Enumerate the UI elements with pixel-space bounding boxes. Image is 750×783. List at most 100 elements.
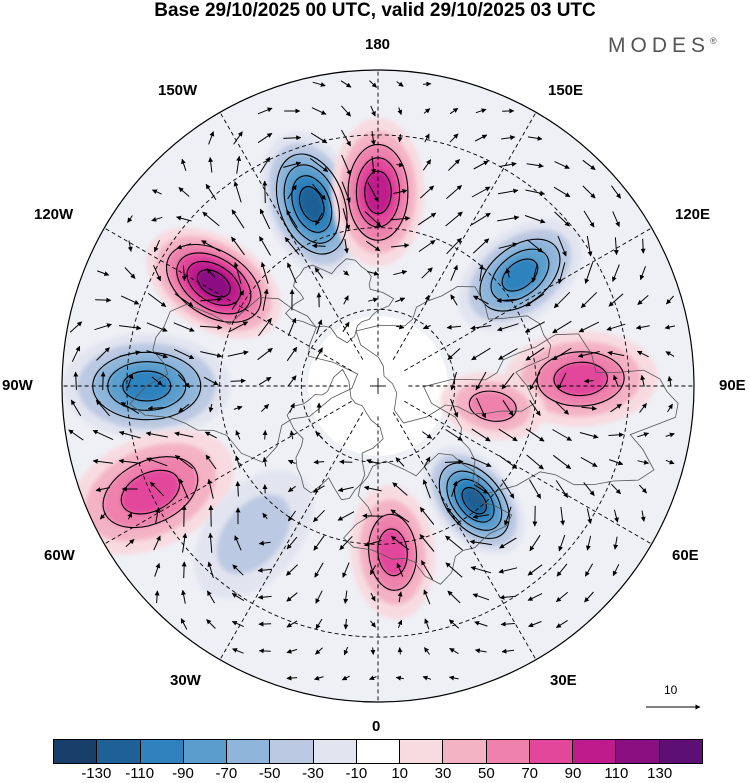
- wind-arrow: [422, 479, 431, 499]
- colorbar-swatch: [96, 740, 140, 763]
- wind-arrow: [390, 535, 410, 551]
- colorbar-swatch: [572, 740, 616, 763]
- wind-arrow: [390, 216, 411, 222]
- wind-arrow: [231, 592, 245, 602]
- wind-arrow: [584, 262, 594, 284]
- colorbar-swatch: [139, 740, 183, 763]
- anomaly-level: [197, 269, 231, 297]
- wind-arrow: [180, 618, 188, 630]
- wind-arrow: [448, 619, 460, 629]
- wind-arrow: [498, 348, 518, 360]
- wind-arrow: [637, 459, 649, 465]
- wind-arrow: [205, 183, 217, 200]
- wind-arrow: [524, 321, 545, 333]
- lon-label-0: 0: [372, 718, 381, 735]
- wind-arrow: [313, 459, 325, 465]
- wind-arrow: [368, 297, 379, 303]
- wind-arrow: [446, 185, 462, 199]
- wind-arrow: [501, 135, 516, 141]
- chart-title: Base 29/10/2025 00 UTC, valid 29/10/2025…: [154, 0, 596, 21]
- wind-arrow: [612, 564, 620, 577]
- wind-arrow: [422, 324, 431, 330]
- colorbar-swatch: [269, 740, 313, 763]
- wind-arrow: [447, 348, 461, 360]
- wind-arrow: [287, 485, 296, 493]
- wind-arrow: [528, 621, 542, 628]
- lon-label-90w: 90W: [2, 377, 33, 394]
- wind-arrow: [147, 405, 166, 411]
- wind-arrow: [419, 507, 435, 525]
- wind-arrow: [557, 262, 566, 285]
- wind-arrow: [365, 240, 381, 252]
- wind-arrow: [447, 590, 461, 604]
- wind-arrow: [640, 238, 646, 254]
- wind-arrow: [311, 107, 327, 115]
- contour-high-90E: [536, 351, 625, 407]
- colorbar-tick-label: -130: [81, 765, 112, 782]
- wind-arrow: [526, 163, 544, 169]
- wind-arrow: [610, 403, 622, 413]
- lon-label-30e: 30E: [550, 672, 577, 689]
- wind-arrow: [181, 158, 187, 171]
- wind-arrow: [258, 317, 272, 337]
- wind-arrow: [236, 155, 242, 174]
- wind-arrow: [287, 375, 297, 387]
- wind-arrow: [639, 403, 647, 413]
- wind-arrow: [343, 270, 349, 276]
- wind-arrow: [505, 268, 511, 278]
- wind-arrow: [369, 565, 377, 576]
- wind-arrow: [393, 269, 408, 276]
- wind-arrow: [127, 512, 133, 520]
- wind-arrow: [555, 591, 569, 603]
- wind-arrow: [525, 189, 546, 196]
- wind-arrow: [95, 487, 111, 492]
- contour-low-45E: [438, 462, 510, 540]
- reference-vector-label: 10: [664, 683, 678, 697]
- wind-arrow: [370, 647, 376, 655]
- wind-arrow: [666, 295, 674, 305]
- wind-arrow: [118, 458, 141, 464]
- wind-arrow: [613, 374, 619, 387]
- wind-arrow: [311, 243, 326, 249]
- wind-arrow: [529, 372, 541, 391]
- wind-arrow: [499, 594, 517, 600]
- wind-arrow: [471, 212, 491, 226]
- wind-arrow: [341, 105, 351, 117]
- wind-arrow: [286, 346, 298, 362]
- wind-arrow: [343, 238, 349, 254]
- wind-arrow: [364, 540, 382, 547]
- wind-arrow: [313, 485, 325, 493]
- wind-arrow: [422, 675, 432, 681]
- wind-arrow: [315, 590, 323, 604]
- anomaly-level: [121, 470, 180, 514]
- wind-arrow: [610, 185, 622, 199]
- wind-arrow: [475, 371, 487, 391]
- wind-arrow: [179, 478, 189, 500]
- wind-arrow: [341, 129, 351, 147]
- wind-arrow: [95, 297, 112, 303]
- wind-arrow: [70, 399, 82, 417]
- wind-arrow: [479, 264, 484, 282]
- wind-arrow: [367, 182, 379, 203]
- wind-arrow: [234, 535, 242, 551]
- wind-arrow: [363, 485, 382, 492]
- wind-arrow: [424, 294, 430, 305]
- wind-arrow: [339, 535, 353, 551]
- wind-arrow: [92, 458, 113, 464]
- contour-line: [553, 361, 608, 397]
- wind-arrow: [369, 675, 377, 681]
- wind-arrow: [667, 403, 673, 413]
- wind-arrow: [257, 567, 272, 573]
- wind-arrow: [231, 290, 245, 310]
- wind-arrow: [469, 539, 492, 546]
- wind-arrow: [125, 539, 135, 547]
- wind-arrow: [558, 534, 566, 552]
- wind-arrow: [667, 376, 673, 386]
- wind-arrow: [370, 620, 376, 628]
- anomaly-low-120E: [457, 219, 583, 331]
- wind-arrow: [151, 189, 162, 195]
- wind-arrow: [397, 107, 403, 116]
- wind-arrow: [120, 401, 140, 415]
- wind-arrow: [262, 456, 268, 467]
- wind-arrow: [419, 185, 435, 199]
